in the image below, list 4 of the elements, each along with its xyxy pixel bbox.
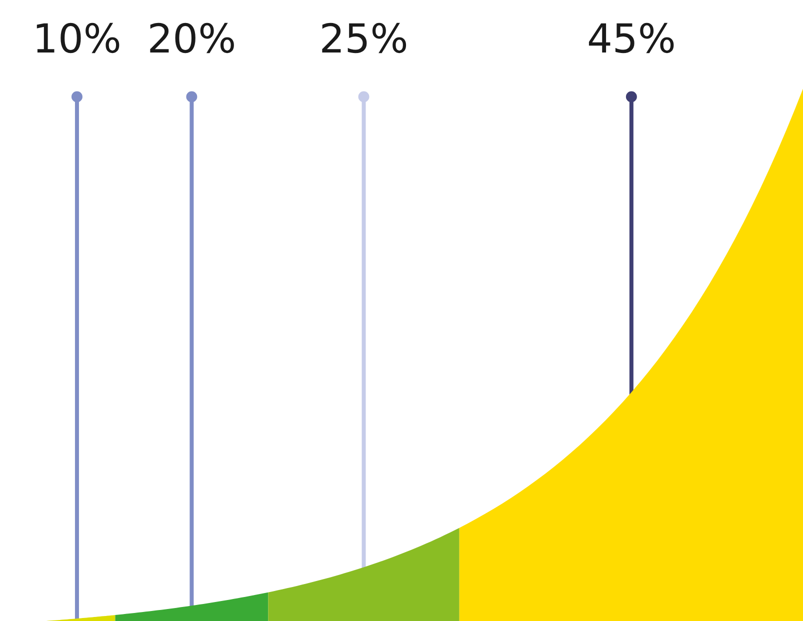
data-label: 20% [147,16,236,63]
data-label: 10% [32,16,122,63]
data-label: 25% [319,16,408,63]
data-label: 45% [586,16,676,63]
